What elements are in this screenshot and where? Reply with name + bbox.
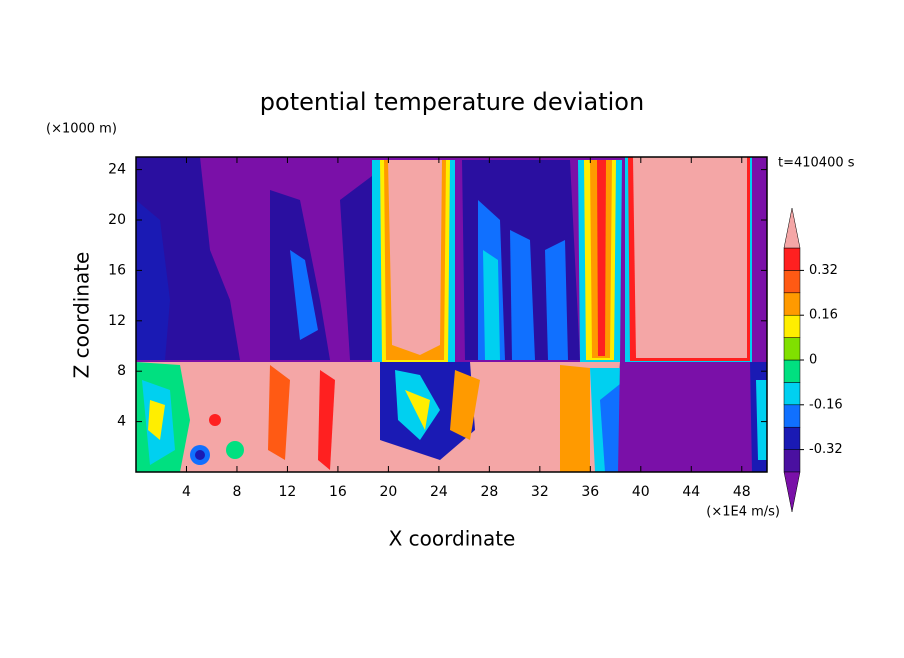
colorbar-band [783,382,801,406]
y-unit: (×1000 m) [46,122,117,137]
y-tick-label: 24 [108,162,126,178]
y-tick-label: 16 [108,262,126,278]
y-tick-label: 4 [117,414,126,430]
colorbar-band [783,314,801,338]
x-tick-label: 44 [682,484,700,500]
colorbar-band [783,270,801,294]
colorbar-under [783,471,801,513]
colorbar-tick-label: -0.32 [809,442,843,457]
colorbar-band [783,247,801,271]
colorbar-band [783,359,801,383]
chart-title: potential temperature deviation [260,88,644,116]
x-tick-label: 16 [329,484,347,500]
y-tick-label: 20 [108,212,126,228]
colorbar-over [783,207,801,249]
x-tick-label: 36 [581,484,599,500]
colorbar-tick-label: 0.16 [809,308,838,323]
colorbar-band [783,449,801,473]
colorbar-tick-label: 0 [809,353,817,368]
x-tick-label: 40 [632,484,650,500]
x-unit: (×1E4 m/s) [706,505,780,520]
y-tick-label: 12 [108,313,126,329]
colorbar-band [783,404,801,428]
time-label: t=410400 s [778,156,855,171]
x-axis-label: X coordinate [389,527,516,551]
colorbar-tick-label: 0.32 [809,263,838,278]
colorbar-band [783,426,801,450]
x-tick-label: 32 [531,484,549,500]
colorbar-band [783,292,801,316]
y-axis-label: Z coordinate [70,252,94,379]
x-tick-label: 20 [379,484,397,500]
x-tick-label: 24 [430,484,448,500]
x-tick-label: 28 [480,484,498,500]
y-tick-label: 8 [117,363,126,379]
plot-frame [135,156,768,473]
colorbar-tick-label: -0.16 [809,397,843,412]
x-tick-label: 12 [279,484,297,500]
x-tick-label: 4 [182,484,191,500]
colorbar-band [783,337,801,361]
x-tick-label: 48 [733,484,751,500]
x-tick-label: 8 [232,484,241,500]
contour-field [136,157,767,472]
